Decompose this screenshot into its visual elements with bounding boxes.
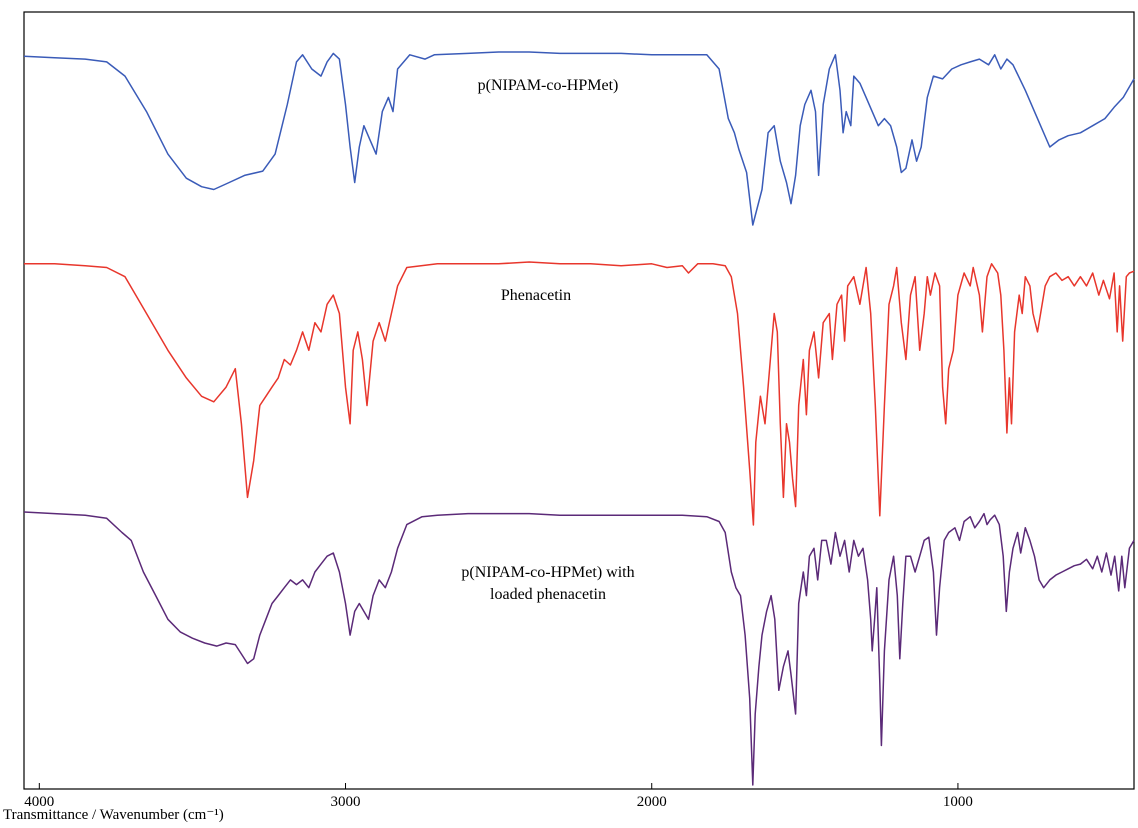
series-line-2 xyxy=(24,261,1135,526)
series-layer xyxy=(23,51,1135,786)
series-label-1: p(NIPAM-co-HPMet) xyxy=(478,77,619,94)
x-axis-title: Transmittance / Wavenumber (cm⁻¹) xyxy=(3,807,224,823)
series-label-3: p(NIPAM-co-HPMet) with loaded phenacetin xyxy=(461,564,634,603)
series-line-3 xyxy=(23,511,1135,786)
series-label-2: Phenacetin xyxy=(501,287,571,304)
x-axis-ticks: 4000 3000 2000 1000 xyxy=(24,783,973,810)
series-label-1-line-1: p(NIPAM-co-HPMet) xyxy=(478,77,619,94)
x-tick-label-4000: 4000 xyxy=(24,794,54,810)
x-tick-label-2000: 2000 xyxy=(637,794,667,810)
x-tick-label-3000: 3000 xyxy=(331,794,361,810)
series-label-2-line-1: Phenacetin xyxy=(501,287,571,304)
series-label-3-line-1: p(NIPAM-co-HPMet) with xyxy=(461,564,634,581)
x-tick-label-1000: 1000 xyxy=(943,794,973,810)
series-line-1 xyxy=(23,51,1135,226)
series-label-layer: p(NIPAM-co-HPMet) Phenacetin p(NIPAM-co-HP… xyxy=(461,77,634,603)
plot-frame xyxy=(23,11,1135,790)
series-label-3-line-2: loaded phenacetin xyxy=(490,586,606,603)
